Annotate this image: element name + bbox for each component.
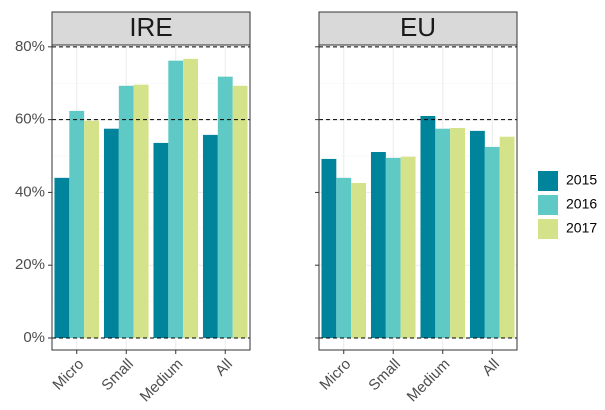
strip [318, 11, 518, 46]
x-tick-label: Medium [404, 356, 454, 406]
y-tick-label: 80% [15, 38, 45, 55]
x-tick-label: Small [365, 356, 404, 395]
bar [450, 127, 466, 338]
x-tick-label: Medium [137, 356, 187, 406]
bar [321, 158, 337, 338]
legend-key [538, 195, 558, 215]
bar [435, 128, 451, 338]
bar [202, 134, 218, 338]
bar [400, 156, 416, 338]
strip-title: EU [400, 12, 436, 42]
bar [370, 152, 386, 338]
legend-key [538, 171, 558, 191]
y-tick-label: 0% [23, 329, 45, 346]
legend-label: 2016 [566, 196, 597, 212]
legend-label: 2017 [566, 220, 597, 236]
x-tick-label: All [212, 356, 236, 380]
bar [499, 136, 515, 338]
bar [469, 130, 485, 338]
strip-title: IRE [129, 12, 172, 42]
bar [336, 177, 352, 338]
x-tick-label: Micro [49, 356, 87, 394]
x-tick-label: Small [98, 356, 137, 395]
bar [118, 85, 134, 338]
bar [54, 177, 70, 338]
strip [51, 11, 251, 46]
x-tick-label: Micro [316, 356, 354, 394]
y-tick-label: 20% [15, 256, 45, 273]
bar [84, 120, 100, 338]
bar [385, 157, 401, 338]
bar [183, 58, 199, 338]
y-tick-label: 40% [15, 183, 45, 200]
bar [351, 182, 367, 338]
bar [484, 146, 500, 338]
legend-label: 2015 [566, 172, 597, 188]
legend-key [538, 219, 558, 239]
bar [103, 128, 119, 338]
y-tick-label: 60% [15, 111, 45, 128]
bar [420, 115, 436, 338]
bar [153, 142, 169, 338]
bar [232, 85, 248, 338]
bar [69, 110, 85, 338]
x-tick-label: All [479, 356, 503, 380]
bar [133, 84, 149, 338]
bar [168, 60, 184, 338]
bar [217, 76, 233, 338]
